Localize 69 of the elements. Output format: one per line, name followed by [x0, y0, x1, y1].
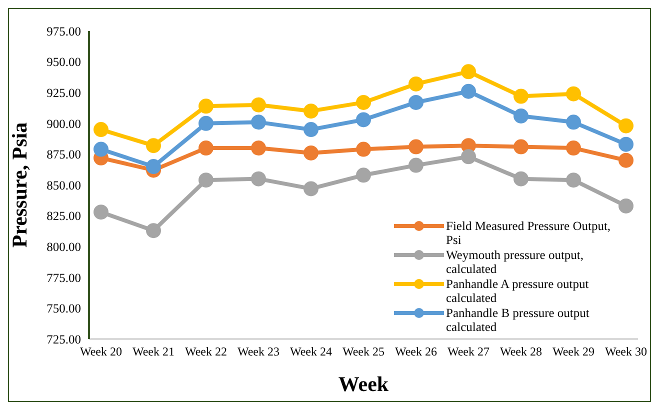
point [304, 181, 318, 196]
point [461, 84, 476, 99]
point [408, 158, 424, 173]
x-axis-title: Week [338, 372, 389, 396]
x-tick-label: Week 27 [447, 344, 490, 359]
point [356, 168, 371, 183]
point [514, 108, 528, 124]
point [146, 138, 161, 154]
point [514, 88, 528, 104]
point [461, 64, 476, 80]
point [251, 171, 266, 186]
legend-label: Panhandle A pressure output calculated [446, 277, 590, 305]
point [304, 122, 318, 138]
y-tick-label: 825.00 [46, 209, 81, 224]
x-tick-label: Week 28 [500, 344, 542, 359]
point [461, 149, 476, 164]
point [198, 98, 214, 114]
y-tick-label: 950.00 [46, 55, 81, 70]
x-tick-label: Week 20 [80, 344, 122, 359]
point [408, 76, 424, 92]
x-tick-label: Week 29 [552, 344, 595, 359]
point [251, 114, 266, 130]
point [514, 171, 528, 186]
point [251, 140, 266, 156]
y-tick-label: 750.00 [46, 302, 81, 316]
point [146, 223, 161, 238]
y-axis-title: Pressure, Psia [7, 122, 32, 248]
point [566, 114, 581, 130]
y-tick-label: 725.00 [46, 332, 81, 346]
y-tick-label: 975.00 [46, 24, 81, 38]
point [251, 97, 266, 112]
x-tick-label: Week 22 [184, 344, 228, 359]
point [94, 204, 108, 220]
point [304, 145, 318, 160]
point [198, 140, 214, 156]
legend-label: Weymouth pressure output, calculated [446, 248, 585, 276]
x-tick-label: Week 26 [394, 344, 438, 359]
legend-label: Field Measured Pressure Output, Psi [446, 219, 612, 247]
point [408, 139, 424, 154]
point [356, 142, 371, 157]
x-tick-label: Week 21 [132, 344, 175, 359]
x-tick-label: Week 25 [342, 344, 385, 359]
point [566, 86, 581, 102]
point [618, 152, 634, 168]
point [408, 94, 424, 110]
x-tick-label: Week 30 [604, 344, 648, 359]
point [198, 116, 214, 131]
point [566, 140, 581, 156]
x-tick-label: Week 24 [290, 344, 332, 359]
point [356, 94, 371, 110]
x-tick-label: Week 23 [237, 344, 280, 359]
point [566, 172, 581, 188]
point [198, 172, 214, 188]
y-tick-label: 800.00 [46, 240, 81, 254]
point [618, 118, 634, 134]
legend-label: Panhandle B pressure output calculated [446, 306, 590, 334]
y-tick-label: 875.00 [46, 148, 81, 162]
point [94, 122, 108, 138]
y-tick-label: 850.00 [46, 178, 81, 192]
y-tick-label: 775.00 [46, 270, 81, 285]
point [146, 159, 161, 174]
y-tick-label: 900.00 [46, 116, 81, 131]
point [618, 198, 634, 214]
point [94, 142, 108, 157]
point [356, 112, 371, 128]
point [514, 139, 528, 154]
point [304, 104, 318, 119]
y-tick-label: 925.00 [46, 86, 81, 100]
point [618, 136, 634, 152]
